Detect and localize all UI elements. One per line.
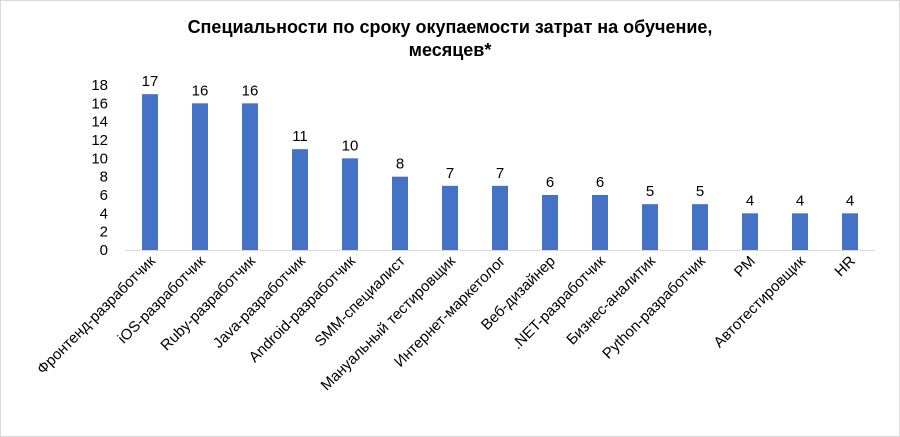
bar — [792, 213, 808, 250]
bar — [292, 149, 308, 250]
bar — [492, 185, 508, 250]
category-label: iOS-разработчик — [115, 253, 210, 348]
bars-group — [142, 94, 858, 251]
data-label: 7 — [446, 165, 454, 182]
bar — [542, 195, 558, 250]
y-tick-label: 10 — [91, 150, 108, 167]
data-label: 5 — [696, 183, 704, 200]
y-tick-label: 2 — [100, 224, 108, 241]
bar — [142, 94, 158, 251]
bar — [192, 103, 208, 250]
bar — [742, 213, 758, 250]
data-label: 17 — [142, 73, 159, 90]
chart-title: Специальности по сроку окупаемости затра… — [0, 16, 900, 62]
chart-title-line-1: Специальности по сроку окупаемости затра… — [187, 17, 713, 37]
bar — [642, 204, 658, 250]
category-label: Бизнес-аналитик — [563, 253, 659, 349]
data-label: 4 — [846, 192, 854, 209]
bar — [342, 158, 358, 250]
bar — [442, 185, 458, 250]
category-label: Java-разработчик — [210, 253, 309, 352]
category-labels-group: Фронтенд-разработчикiOS-разработчикRuby-… — [34, 252, 859, 394]
category-label: .NET-разработчик — [509, 253, 609, 353]
y-tick-label: 8 — [100, 169, 108, 186]
data-label: 11 — [292, 128, 308, 145]
category-label: SMM-специалист — [311, 253, 409, 351]
category-label: Ruby-разработчик — [157, 253, 259, 355]
data-label: 10 — [342, 137, 359, 154]
bar — [842, 213, 858, 250]
bar — [692, 204, 708, 250]
y-tick-label: 18 — [91, 77, 108, 94]
y-tick-label: 4 — [100, 205, 108, 222]
category-label: Автотестировщик — [710, 253, 809, 352]
data-labels-group: 17 16 16 11 10 8 7 7 6 6 5 5 4 4 4 — [142, 73, 855, 209]
chart-title-line-2: месяцев* — [408, 40, 492, 60]
bar — [242, 103, 258, 250]
data-label: 16 — [242, 82, 259, 99]
data-label: 16 — [192, 82, 209, 99]
y-tick-label: 16 — [91, 95, 108, 112]
y-tick-label: 0 — [100, 242, 108, 259]
bar — [392, 176, 408, 250]
y-tick-label: 12 — [91, 132, 108, 149]
data-label: 6 — [546, 174, 554, 191]
bar — [592, 195, 608, 250]
y-tick-label: 6 — [100, 187, 108, 204]
data-label: 8 — [396, 156, 404, 173]
data-label: 4 — [796, 192, 804, 209]
y-tick-label: 14 — [91, 114, 108, 131]
data-label: 5 — [646, 183, 654, 200]
data-label: 4 — [746, 192, 754, 209]
data-label: 7 — [496, 165, 504, 182]
category-label: HR — [831, 253, 858, 280]
data-label: 6 — [596, 174, 604, 191]
category-label: PM — [731, 253, 759, 281]
